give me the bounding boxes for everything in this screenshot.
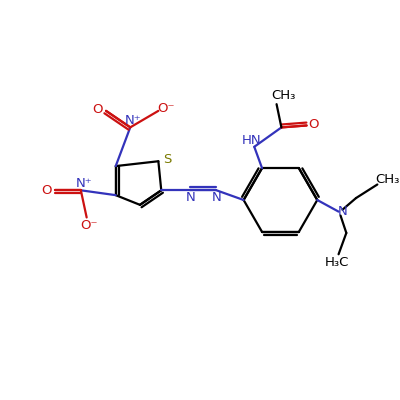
Text: CH₃: CH₃ (271, 89, 296, 102)
Text: N: N (186, 190, 195, 204)
Text: O: O (92, 103, 102, 116)
Text: O⁻: O⁻ (80, 219, 97, 232)
Text: N: N (338, 205, 347, 218)
Text: O: O (308, 118, 319, 131)
Text: CH₃: CH₃ (375, 173, 399, 186)
Text: HN: HN (242, 134, 261, 146)
Text: O⁻: O⁻ (157, 102, 175, 116)
Text: N: N (212, 190, 221, 204)
Text: H₃C: H₃C (324, 256, 349, 268)
Text: N⁺: N⁺ (125, 114, 142, 127)
Text: S: S (163, 153, 171, 166)
Text: N⁺: N⁺ (76, 177, 92, 190)
Text: O: O (42, 184, 52, 197)
